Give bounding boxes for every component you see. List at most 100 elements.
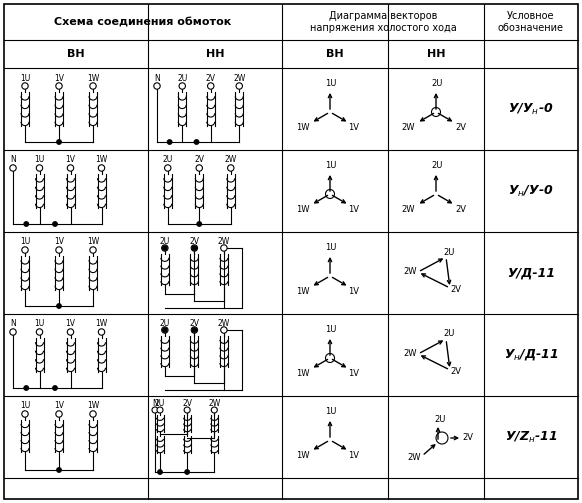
Circle shape bbox=[185, 470, 189, 474]
Text: 1V: 1V bbox=[66, 155, 76, 164]
Text: N: N bbox=[10, 319, 16, 328]
Text: 2V: 2V bbox=[189, 319, 200, 328]
Circle shape bbox=[56, 411, 62, 417]
Text: ВН: ВН bbox=[326, 49, 344, 59]
Circle shape bbox=[68, 329, 74, 335]
Text: 2U: 2U bbox=[177, 73, 187, 82]
Circle shape bbox=[157, 407, 163, 413]
Circle shape bbox=[194, 140, 198, 144]
Text: 1W: 1W bbox=[296, 287, 310, 295]
Circle shape bbox=[221, 327, 227, 333]
Circle shape bbox=[168, 140, 172, 144]
Circle shape bbox=[221, 245, 227, 251]
Circle shape bbox=[56, 247, 62, 253]
Text: У$_н$/Д-11: У$_н$/Д-11 bbox=[503, 348, 558, 363]
Text: 1V: 1V bbox=[349, 451, 360, 460]
Text: N: N bbox=[152, 399, 158, 408]
Text: 1U: 1U bbox=[325, 160, 337, 170]
Text: 2V: 2V bbox=[182, 399, 192, 408]
Text: Условное
обозначение: Условное обозначение bbox=[498, 11, 564, 33]
Text: 2W: 2W bbox=[208, 399, 221, 408]
Circle shape bbox=[192, 246, 197, 250]
Text: 1W: 1W bbox=[95, 155, 108, 164]
Text: 2U: 2U bbox=[443, 329, 455, 339]
Text: 2U: 2U bbox=[155, 399, 165, 408]
Text: 1U: 1U bbox=[325, 78, 337, 88]
Text: 2U: 2U bbox=[434, 414, 446, 424]
Circle shape bbox=[162, 245, 168, 251]
Text: 2W: 2W bbox=[218, 319, 230, 328]
Text: 2W: 2W bbox=[233, 73, 246, 82]
Text: 1U: 1U bbox=[34, 319, 45, 328]
Text: 2U: 2U bbox=[431, 78, 443, 88]
Text: 2U: 2U bbox=[443, 247, 455, 257]
Text: 1W: 1W bbox=[296, 205, 310, 213]
Text: 1W: 1W bbox=[296, 451, 310, 460]
Text: 1U: 1U bbox=[20, 237, 30, 246]
Text: 2U: 2U bbox=[431, 160, 443, 170]
Text: 2W: 2W bbox=[401, 205, 415, 213]
Circle shape bbox=[98, 165, 105, 171]
Text: 1W: 1W bbox=[87, 237, 99, 246]
Circle shape bbox=[90, 411, 96, 417]
Text: НН: НН bbox=[206, 49, 224, 59]
Circle shape bbox=[192, 328, 197, 332]
Text: У/У$_н$-0: У/У$_н$-0 bbox=[508, 102, 553, 117]
Text: ВН: ВН bbox=[67, 49, 85, 59]
Text: НН: НН bbox=[427, 49, 445, 59]
Text: 1V: 1V bbox=[66, 319, 76, 328]
Circle shape bbox=[98, 329, 105, 335]
Circle shape bbox=[24, 386, 29, 390]
Text: N: N bbox=[154, 73, 160, 82]
Circle shape bbox=[184, 407, 190, 413]
Text: 2V: 2V bbox=[450, 368, 462, 377]
Text: 1V: 1V bbox=[54, 237, 64, 246]
Circle shape bbox=[158, 470, 162, 474]
Text: 2U: 2U bbox=[159, 319, 170, 328]
Circle shape bbox=[22, 411, 28, 417]
Circle shape bbox=[90, 83, 96, 89]
Text: 2U: 2U bbox=[159, 237, 170, 246]
Text: 2V: 2V bbox=[456, 123, 467, 131]
Circle shape bbox=[228, 165, 234, 171]
Text: 1U: 1U bbox=[325, 242, 337, 252]
Text: Схема соединения обмоток: Схема соединения обмоток bbox=[54, 17, 232, 27]
Circle shape bbox=[36, 329, 42, 335]
Circle shape bbox=[90, 247, 96, 253]
Text: 2W: 2W bbox=[403, 268, 417, 277]
Circle shape bbox=[152, 407, 158, 413]
Circle shape bbox=[57, 468, 61, 472]
Circle shape bbox=[162, 327, 168, 333]
Circle shape bbox=[68, 165, 74, 171]
Text: N: N bbox=[10, 155, 16, 164]
Text: 1V: 1V bbox=[349, 205, 360, 213]
Text: 2V: 2V bbox=[194, 155, 204, 164]
Text: 1V: 1V bbox=[54, 401, 64, 410]
Circle shape bbox=[10, 165, 16, 171]
Text: 1W: 1W bbox=[296, 369, 310, 377]
Text: 1V: 1V bbox=[349, 123, 360, 131]
Text: 1U: 1U bbox=[325, 406, 337, 415]
Text: Диаграмма векторов
напряжения холостого хода: Диаграмма векторов напряжения холостого … bbox=[310, 11, 456, 33]
Circle shape bbox=[56, 83, 62, 89]
Circle shape bbox=[24, 222, 29, 226]
Text: 1W: 1W bbox=[87, 73, 99, 82]
Text: 2U: 2U bbox=[162, 155, 173, 164]
Circle shape bbox=[196, 165, 203, 171]
Text: 2W: 2W bbox=[225, 155, 237, 164]
Text: 2V: 2V bbox=[450, 286, 462, 294]
Circle shape bbox=[22, 247, 28, 253]
Text: 2W: 2W bbox=[407, 454, 421, 462]
Circle shape bbox=[162, 328, 167, 332]
Text: 1V: 1V bbox=[349, 369, 360, 377]
Text: 2V: 2V bbox=[206, 73, 216, 82]
Text: 1W: 1W bbox=[87, 401, 99, 410]
Text: 1U: 1U bbox=[325, 324, 337, 333]
Circle shape bbox=[179, 83, 186, 89]
Circle shape bbox=[57, 140, 61, 144]
Circle shape bbox=[22, 83, 28, 89]
Text: 2V: 2V bbox=[189, 237, 200, 246]
Circle shape bbox=[191, 327, 197, 333]
Text: 1U: 1U bbox=[20, 73, 30, 82]
Text: 1U: 1U bbox=[34, 155, 45, 164]
